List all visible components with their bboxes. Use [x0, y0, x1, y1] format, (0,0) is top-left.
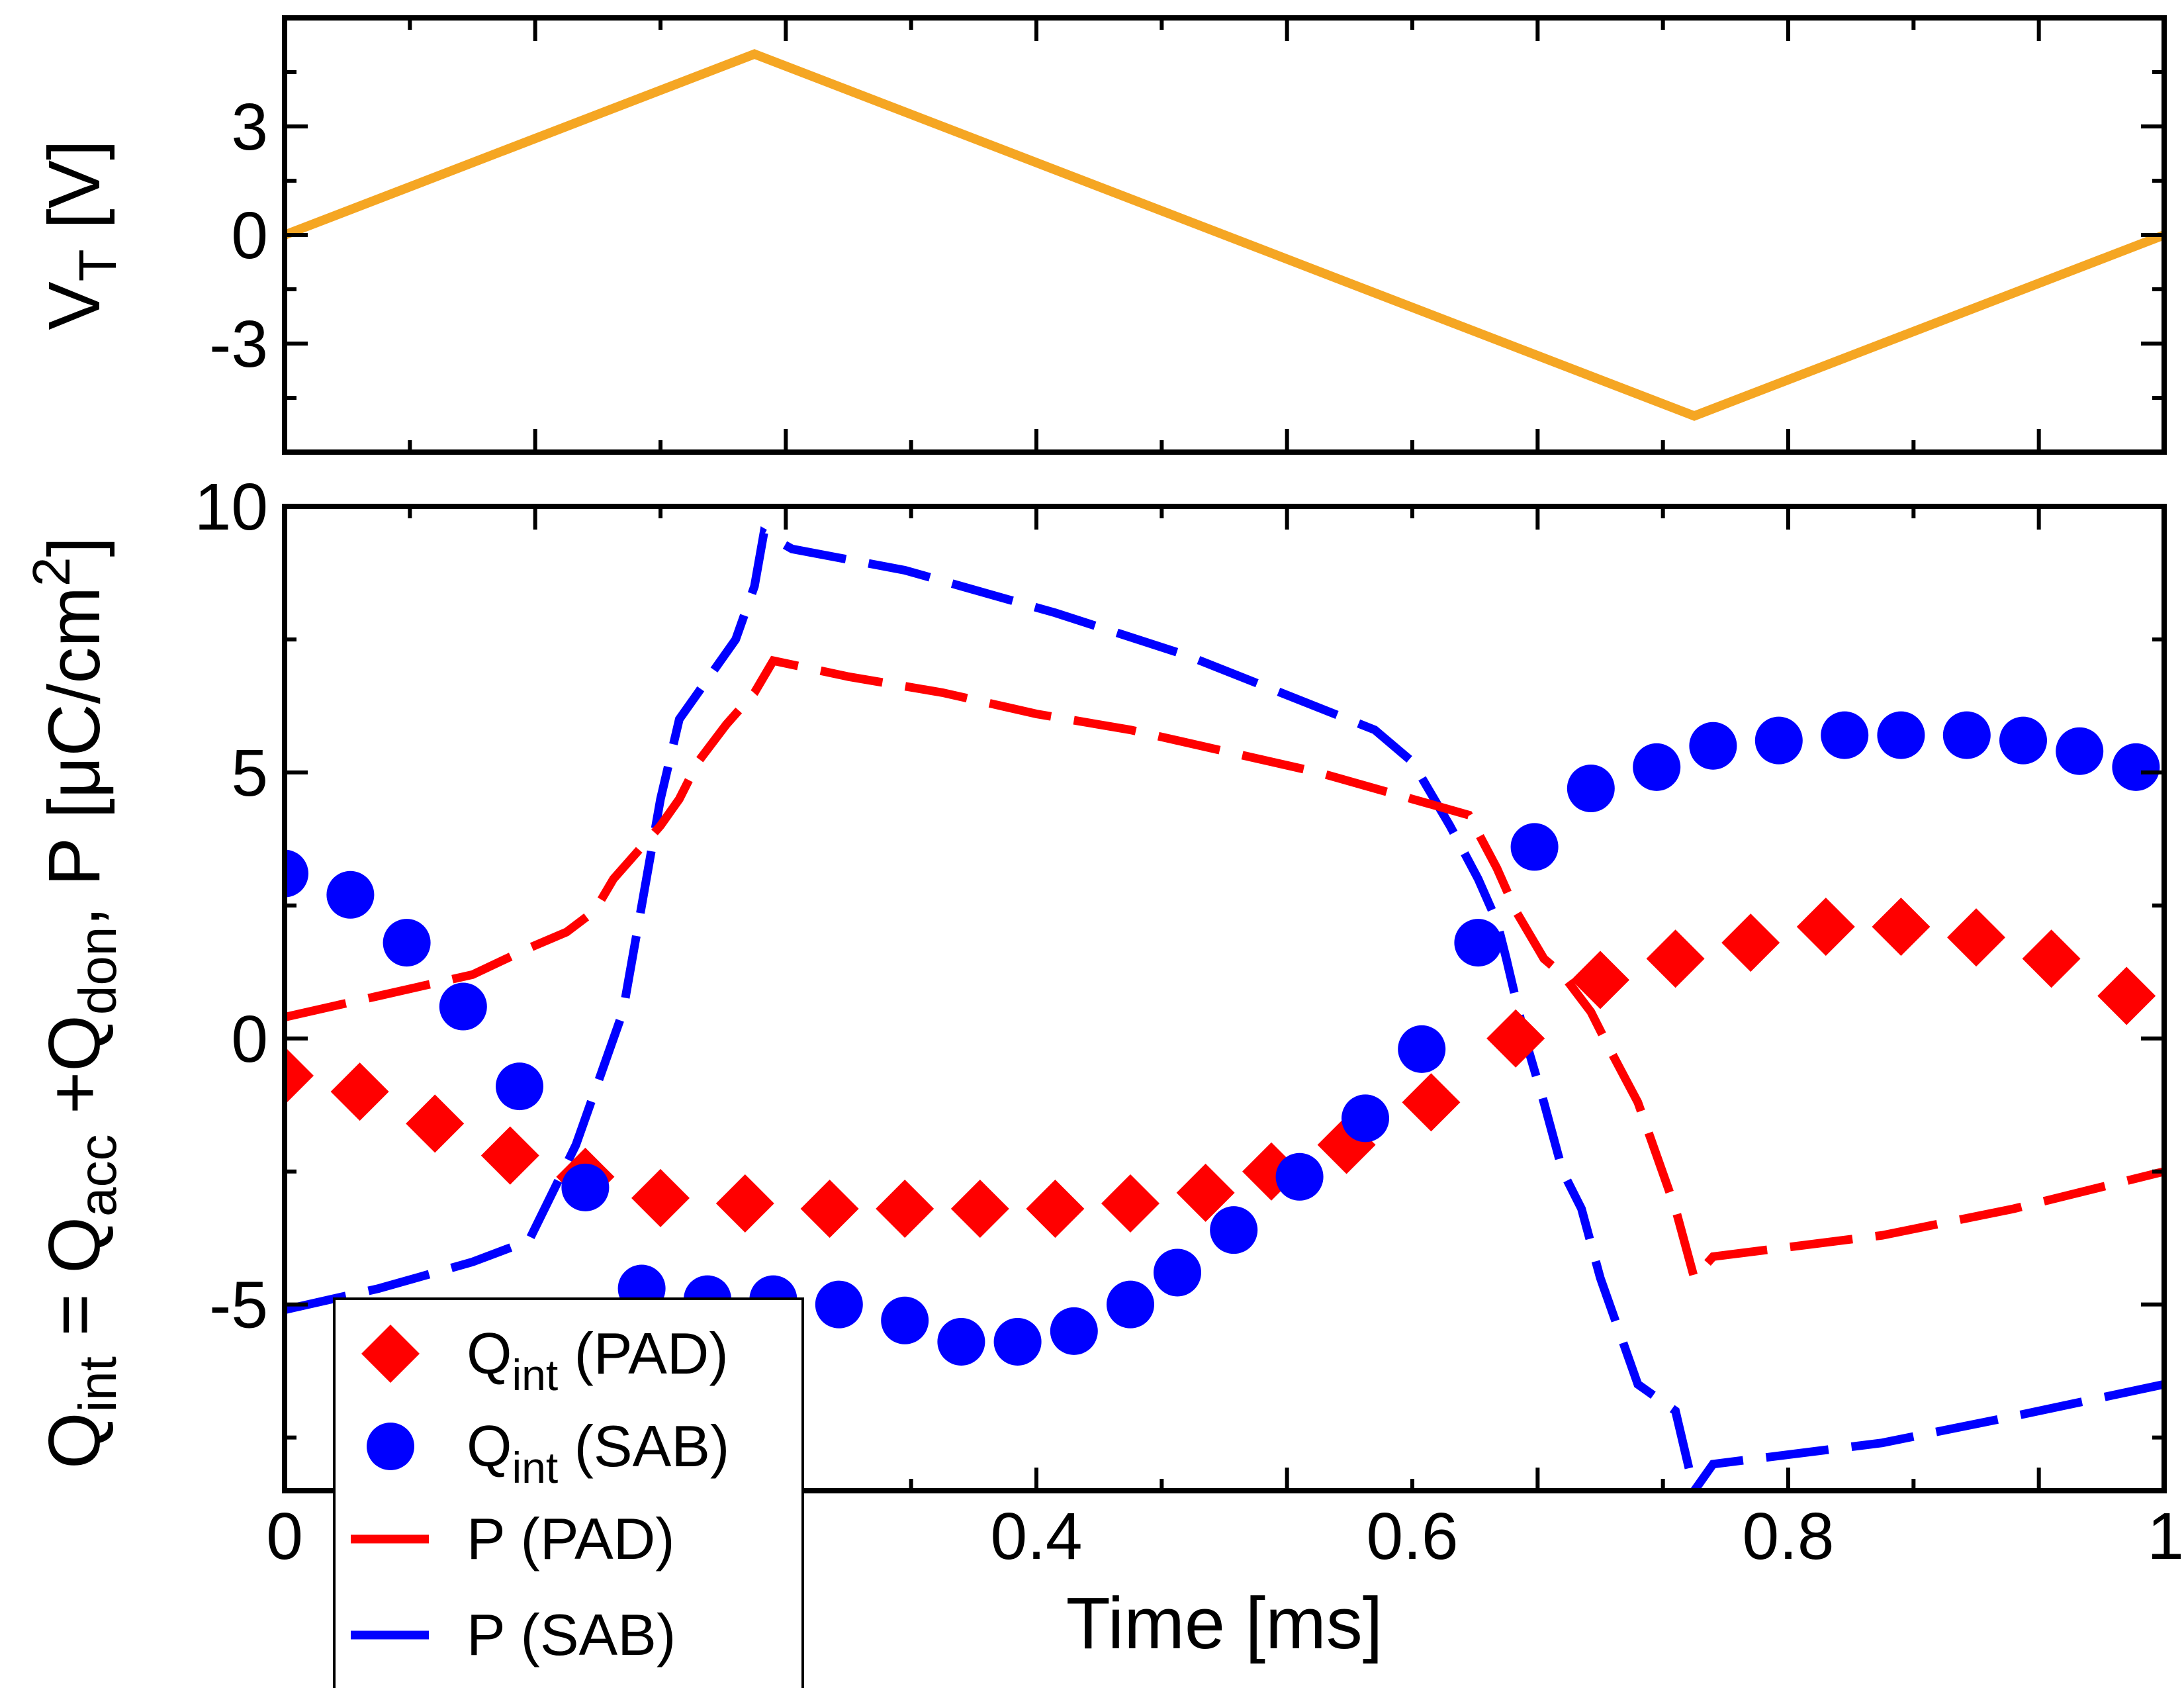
- legend-label-q-int-sab: Qint (SAB): [467, 1413, 729, 1492]
- series-line-p-pad: [285, 655, 2164, 1287]
- top-plot-area: [283, 49, 2166, 421]
- point-q-int-sab: [496, 1062, 543, 1111]
- series-line-vt: [283, 49, 2166, 421]
- point-q-int-sab: [1821, 711, 1869, 759]
- point-q-int-pad: [330, 1062, 389, 1121]
- legend-label-p-pad: P (PAD): [467, 1506, 675, 1571]
- point-q-int-sab: [815, 1280, 863, 1329]
- point-q-int-pad: [1872, 897, 1931, 956]
- bottom-y-axis-label: Qint = Qacc +Qdon, P [μC/cm2]: [22, 537, 127, 1469]
- point-q-int-pad: [406, 1094, 465, 1153]
- point-q-int-sab: [1754, 716, 1803, 765]
- top-ticks: 3 0 -3: [209, 18, 2164, 452]
- point-q-int-sab: [1398, 1025, 1446, 1073]
- point-q-int-sab: [326, 870, 375, 919]
- point-q-int-pad: [1486, 1009, 1545, 1068]
- point-q-int-pad: [1571, 951, 1629, 1009]
- point-q-int-sab: [1050, 1307, 1098, 1355]
- point-q-int-pad: [285, 1047, 314, 1105]
- point-q-int-pad: [1721, 914, 1780, 972]
- point-q-int-pad: [1176, 1163, 1235, 1222]
- point-q-int-pad: [800, 1179, 859, 1238]
- bottom-panel-frame: [282, 504, 2167, 1493]
- x-tick-label: 1: [2147, 1499, 2184, 1573]
- point-q-int-sab: [1342, 1094, 1389, 1143]
- point-q-int-sab: [439, 982, 487, 1031]
- point-q-int-sab: [1999, 716, 2047, 765]
- x-tick-label: 0: [266, 1499, 303, 1573]
- legend-box: [333, 1297, 804, 1688]
- point-q-int-pad: [715, 1174, 774, 1233]
- top-panel: 3 0 -3 VT [V]: [34, 15, 2167, 455]
- bottom-ticks: 10 5 0 -5 0 0.4 0.6 0.8 1: [195, 470, 2184, 1573]
- point-q-int-sab: [1510, 823, 1559, 871]
- point-q-int-sab: [1454, 919, 1502, 967]
- point-q-int-pad: [1402, 1073, 1461, 1132]
- point-q-int-sab: [1942, 711, 1991, 759]
- bottom-y-tick-label: -5: [209, 1268, 268, 1342]
- point-q-int-sab: [1210, 1206, 1258, 1254]
- bottom-y-tick-label: 10: [195, 470, 268, 544]
- point-q-int-sab: [2056, 727, 2104, 775]
- bottom-plot-area: [285, 526, 2164, 1491]
- point-q-int-pad: [2097, 966, 2156, 1025]
- legend-label-q-int-pad: Qint (PAD): [467, 1321, 729, 1399]
- bottom-y-tick-label: 5: [231, 736, 268, 810]
- point-q-int-pad: [1646, 929, 1705, 988]
- point-q-int-pad: [1947, 908, 2005, 967]
- x-tick-label: 0.6: [1366, 1499, 1458, 1573]
- point-q-int-sab: [1567, 765, 1615, 813]
- point-q-int-pad: [1317, 1115, 1376, 1174]
- point-q-int-pad: [631, 1168, 690, 1227]
- legend-marker-q-int-pad: [361, 1325, 420, 1383]
- legend-marker-q-int-sab: [367, 1423, 414, 1470]
- x-axis-label: Time [ms]: [1066, 1583, 1383, 1664]
- point-q-int-sab: [1877, 711, 1925, 759]
- series-line-p-sab: [285, 526, 2164, 1491]
- point-q-int-sab: [993, 1317, 1042, 1366]
- point-q-int-sab: [2112, 743, 2160, 791]
- top-y-tick-label: 3: [231, 90, 268, 164]
- point-q-int-sab: [285, 849, 308, 898]
- point-q-int-pad: [1026, 1179, 1085, 1238]
- top-y-tick-label: -3: [209, 307, 268, 381]
- point-q-int-sab: [383, 919, 431, 967]
- point-q-int-sab: [1154, 1248, 1201, 1297]
- point-q-int-sab: [1689, 722, 1737, 770]
- x-tick-label: 0.4: [990, 1499, 1082, 1573]
- top-y-axis-label: VT [V]: [34, 140, 127, 330]
- point-q-int-pad: [1101, 1174, 1160, 1233]
- point-q-int-sab: [1633, 743, 1681, 791]
- x-tick-label: 0.8: [1742, 1499, 1834, 1573]
- bottom-y-tick-label: 0: [231, 1002, 268, 1076]
- point-q-int-pad: [1796, 897, 1855, 956]
- top-y-tick-label: 0: [231, 199, 268, 273]
- point-q-int-pad: [480, 1126, 539, 1185]
- point-q-int-pad: [950, 1179, 1009, 1238]
- point-q-int-sab: [1275, 1152, 1324, 1201]
- bottom-plot-marks: [285, 526, 2164, 1491]
- point-q-int-sab: [881, 1296, 929, 1344]
- point-q-int-sab: [1107, 1280, 1154, 1329]
- legend-label-p-sab: P (SAB): [467, 1602, 676, 1667]
- point-q-int-sab: [937, 1317, 985, 1366]
- point-q-int-sab: [561, 1163, 610, 1211]
- legend: Qint (PAD) Qint (SAB) P (PAD) P (SAB): [333, 1297, 804, 1688]
- point-q-int-pad: [876, 1179, 934, 1238]
- point-q-int-pad: [2022, 929, 2081, 988]
- bottom-panel: 10 5 0 -5 0 0.4 0.6 0.8 1 Qint = Qacc +Qdon, P […: [22, 470, 2184, 1688]
